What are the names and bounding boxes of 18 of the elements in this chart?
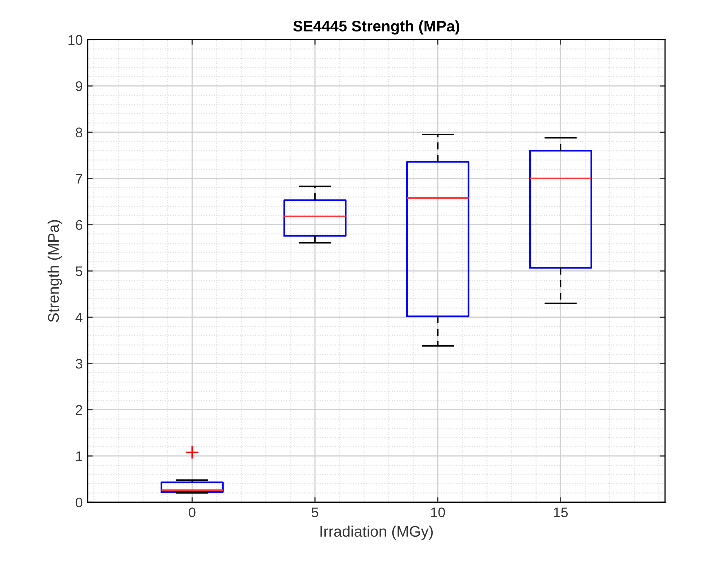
y-axis-title: Strength (MPa) xyxy=(48,220,62,322)
y-tick-label: 7 xyxy=(76,174,82,184)
y-tick-label: 9 xyxy=(76,82,82,92)
x-tick-label: 10 xyxy=(431,508,446,518)
x-tick-label: 0 xyxy=(189,508,196,518)
y-tick-label: 5 xyxy=(76,266,83,276)
y-tick-label: 10 xyxy=(68,35,83,46)
x-tick-label: 15 xyxy=(554,508,568,518)
y-tick-label: 0 xyxy=(76,498,83,508)
y-tick-label: 2 xyxy=(76,405,82,416)
y-tick-label: 8 xyxy=(76,128,83,138)
x-axis-title: Irradiation (MGy) xyxy=(320,526,433,540)
chart-title: SE4445 Strength (MPa) xyxy=(293,20,460,35)
x-tick-label: 5 xyxy=(312,508,319,518)
y-tick-label: 3 xyxy=(76,359,83,369)
y-tick-label: 4 xyxy=(76,312,83,323)
y-tick-label: 1 xyxy=(76,452,82,462)
y-tick-label: 6 xyxy=(76,220,83,230)
